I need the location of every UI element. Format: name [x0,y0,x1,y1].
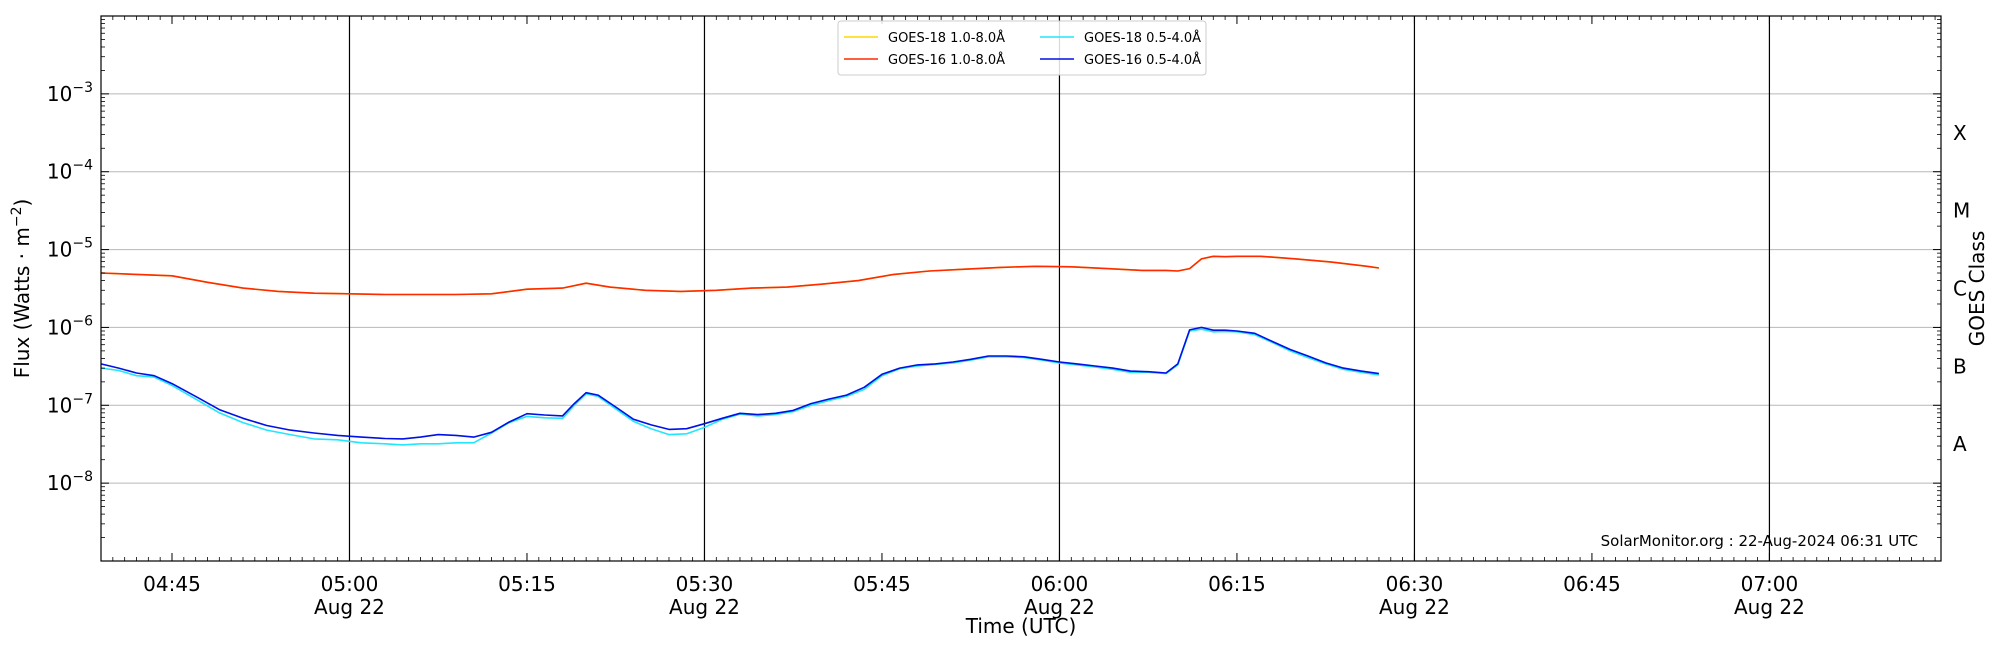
y-tick-label: 10−5 [47,236,93,262]
legend: GOES-18 1.0-8.0Å GOES-16 1.0-8.0Å GOES-18 … [837,20,1207,76]
x-tick-label: 05:30 [676,572,734,596]
series-line-3 [100,326,1380,440]
goes-class-label: M [1953,199,1970,223]
x-tick-label: 05:15 [498,572,556,596]
goes-class-label: C [1953,277,1967,301]
y-tick-labels: 10−8 10−7 10−6 10−5 10−4 10−3 [47,80,93,495]
y-tick-label: 10−4 [47,158,93,184]
x-tick-label: 06:45 [1563,572,1621,596]
goes-class-axis-title: GOES Class [1965,231,1989,347]
series-lines [100,255,1380,446]
plot-frame [100,15,1942,562]
y-axis-title: Flux (Watts · m−2) [9,199,34,379]
legend-label: GOES-18 0.5-4.0Å [1084,30,1201,46]
x-tick-label: 05:45 [853,572,911,596]
series-line-1 [100,255,1380,296]
x-axis-title: Time (UTC) [965,614,1077,638]
goes-class-label: X [1953,121,1967,145]
x-tick-date-label: Aug 22 [1379,595,1450,619]
x-tick-label: 05:00 [321,572,379,596]
y-tick-label: 10−7 [47,391,93,417]
x-tick-label: 06:30 [1386,572,1444,596]
goes-class-labels: A B C M X [1953,121,1970,456]
x-tick-date-label: Aug 22 [314,595,385,619]
legend-label: GOES-16 1.0-8.0Å [888,52,1005,68]
x-tick-label: 04:45 [143,572,201,596]
x-tick-date-label: Aug 22 [669,595,740,619]
goes-class-label: B [1953,354,1967,378]
x-tick-label: 06:15 [1208,572,1266,596]
series-line-2 [100,328,1380,446]
legend-box [837,20,1207,76]
credit-text: SolarMonitor.org : 22-Aug-2024 06:31 UTC [1601,532,1918,550]
x-tick-date-label: Aug 22 [1734,595,1805,619]
x-tick-label: 06:00 [1031,572,1089,596]
grid-lines [101,93,1941,484]
axis-ticks [100,16,1941,561]
day-boundary-lines [348,16,1771,561]
x-tick-label: 07:00 [1741,572,1799,596]
y-tick-label: 10−8 [47,469,93,495]
x-tick-date-label: Aug 22 [1024,595,1095,619]
legend-label: GOES-16 0.5-4.0Å [1084,52,1201,68]
y-tick-label: 10−3 [47,80,93,106]
y-tick-label: 10−6 [47,313,93,339]
legend-label: GOES-18 1.0-8.0Å [888,30,1005,46]
goes-class-label: A [1953,432,1967,456]
